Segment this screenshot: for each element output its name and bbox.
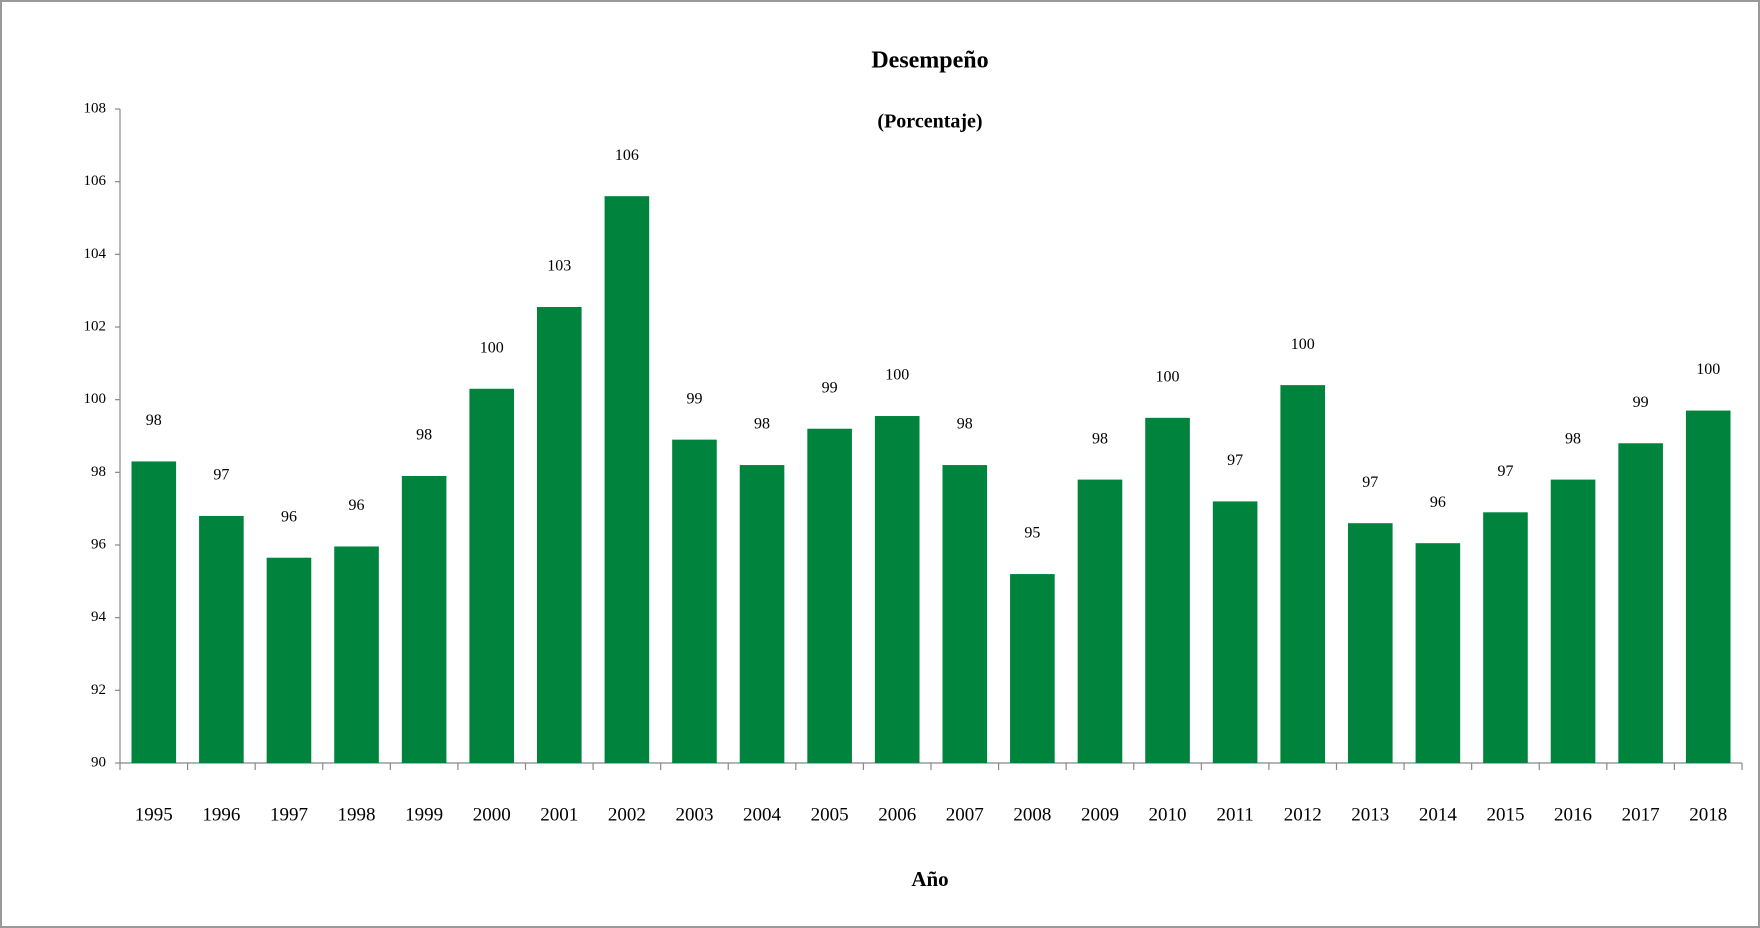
bar <box>1550 479 1596 763</box>
data-label: 98 <box>146 412 162 429</box>
data-label: 98 <box>416 427 432 444</box>
data-label: 100 <box>1696 361 1720 378</box>
data-label: 96 <box>281 508 297 525</box>
x-tick-label: 1996 <box>202 804 240 825</box>
bar <box>874 416 920 763</box>
x-tick-label: 2005 <box>811 804 849 825</box>
bar <box>334 546 379 763</box>
x-axis-label: Año <box>911 867 948 891</box>
bar <box>1347 523 1393 763</box>
bar <box>469 388 515 763</box>
data-label: 99 <box>1633 394 1649 411</box>
bar <box>807 428 852 763</box>
bar <box>199 515 244 763</box>
x-tick-label: 1999 <box>405 804 443 825</box>
bar <box>942 465 988 763</box>
data-label: 95 <box>1024 525 1040 542</box>
data-label: 103 <box>547 258 571 275</box>
bar <box>672 439 717 763</box>
bar <box>1145 417 1190 763</box>
data-label: 97 <box>1497 463 1513 480</box>
bar <box>604 196 650 763</box>
chart-subtitle: (Porcentaje) <box>877 111 982 133</box>
data-label: 100 <box>1291 336 1315 353</box>
y-tick-label: 96 <box>91 536 107 552</box>
bar <box>1212 501 1258 763</box>
x-tick-label: 2016 <box>1554 804 1592 825</box>
bar <box>1685 410 1731 763</box>
x-tick-label: 1998 <box>338 804 376 825</box>
data-label: 97 <box>213 467 229 484</box>
x-tick-label: 2015 <box>1486 804 1524 825</box>
bar <box>1010 574 1055 763</box>
y-tick-label: 102 <box>84 318 107 334</box>
x-tick-label: 2003 <box>675 804 713 825</box>
x-tick-label: 2010 <box>1149 804 1187 825</box>
bar <box>401 475 447 763</box>
x-tick-label: 1997 <box>270 804 308 825</box>
data-label: 97 <box>1362 474 1378 491</box>
x-tick-label: 2012 <box>1284 804 1322 825</box>
y-tick-label: 98 <box>91 464 106 480</box>
x-tick-label: 2011 <box>1216 804 1253 825</box>
x-tick-label: 2001 <box>540 804 578 825</box>
x-tick-label: 2013 <box>1351 804 1389 825</box>
data-label: 98 <box>1092 430 1108 447</box>
x-tick-label: 2017 <box>1622 804 1660 825</box>
bar <box>739 465 785 763</box>
data-label: 98 <box>1565 430 1581 447</box>
y-tick-label: 104 <box>84 246 107 262</box>
data-label: 98 <box>754 416 770 433</box>
data-label: 96 <box>1430 494 1446 511</box>
x-tick-label: 2004 <box>743 804 782 825</box>
x-tick-label: 2009 <box>1081 804 1119 825</box>
data-label: 98 <box>957 416 973 433</box>
bar <box>1483 512 1528 763</box>
x-tick-label: 2007 <box>946 804 984 825</box>
data-label: 106 <box>615 147 639 164</box>
data-label: 96 <box>349 497 365 514</box>
bar <box>536 307 582 763</box>
y-tick-label: 108 <box>84 100 107 116</box>
y-tick-label: 90 <box>91 754 106 770</box>
data-label: 99 <box>822 379 838 396</box>
data-label: 100 <box>1156 369 1180 386</box>
x-tick-label: 2008 <box>1013 804 1051 825</box>
bar <box>1618 443 1663 763</box>
y-tick-label: 100 <box>84 391 107 407</box>
y-tick-label: 94 <box>91 609 107 625</box>
bar <box>1415 543 1461 763</box>
x-tick-label: 2006 <box>878 804 916 825</box>
data-label: 97 <box>1227 452 1243 469</box>
x-tick-label: 2002 <box>608 804 646 825</box>
bar <box>1280 385 1326 763</box>
data-label: 100 <box>480 339 504 356</box>
bar <box>1077 479 1123 763</box>
bar <box>131 461 177 763</box>
data-label: 99 <box>686 390 702 407</box>
x-tick-label: 2000 <box>473 804 511 825</box>
x-tick-label: 2014 <box>1419 804 1458 825</box>
y-tick-label: 106 <box>84 173 107 189</box>
chart-title: Desempeño <box>871 48 988 74</box>
y-tick-label: 92 <box>91 682 106 698</box>
data-label: 100 <box>885 367 909 384</box>
x-tick-label: 2018 <box>1689 804 1727 825</box>
x-tick-label: 1995 <box>135 804 173 825</box>
bar <box>266 557 312 763</box>
